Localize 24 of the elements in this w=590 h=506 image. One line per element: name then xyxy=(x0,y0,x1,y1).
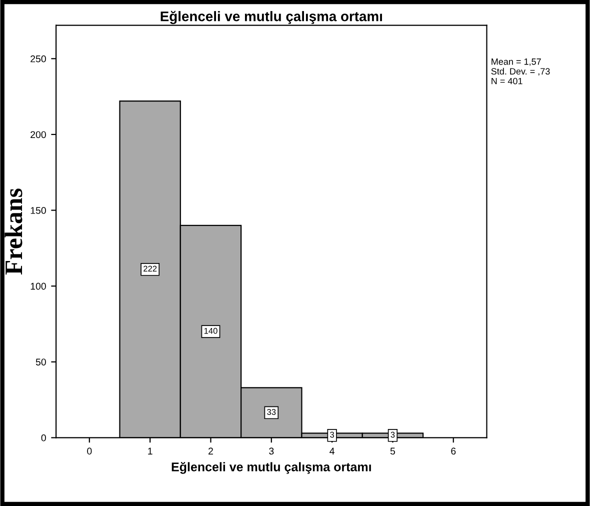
data-label: 3 xyxy=(390,432,395,438)
y-tick-label: 250 xyxy=(30,55,46,62)
x-tick-label: 3 xyxy=(269,448,274,455)
x-tick-label: 6 xyxy=(451,448,456,455)
y-tick-label: 200 xyxy=(30,131,46,138)
data-label: 33 xyxy=(267,409,276,415)
data-label: 222 xyxy=(144,266,157,272)
x-axis-title: Eğlenceli ve mutlu çalışma ortamı xyxy=(172,462,371,474)
text: Std. Dev. = ,73 xyxy=(491,68,550,76)
text: Mean = 1,57 xyxy=(492,58,541,66)
x-tick-label: 2 xyxy=(208,448,213,454)
x-tick-label: 0 xyxy=(87,448,92,455)
x-tick-label: 4 xyxy=(330,448,334,454)
data-label: 140 xyxy=(204,328,218,334)
y-tick-label: 0 xyxy=(41,434,46,442)
text: N = 401 xyxy=(492,78,522,84)
y-tick-label: 50 xyxy=(36,358,46,366)
y-tick-label: 100 xyxy=(30,282,46,290)
data-label: 3 xyxy=(330,432,334,438)
x-tick-label: 5 xyxy=(390,448,396,455)
y-axis-title: Frekans xyxy=(4,188,22,275)
x-tick-label: 1 xyxy=(148,448,152,454)
chart-title: Eğlenceli ve mutlu çalışma ortamı xyxy=(160,10,382,24)
y-tick-label: 150 xyxy=(30,207,46,214)
